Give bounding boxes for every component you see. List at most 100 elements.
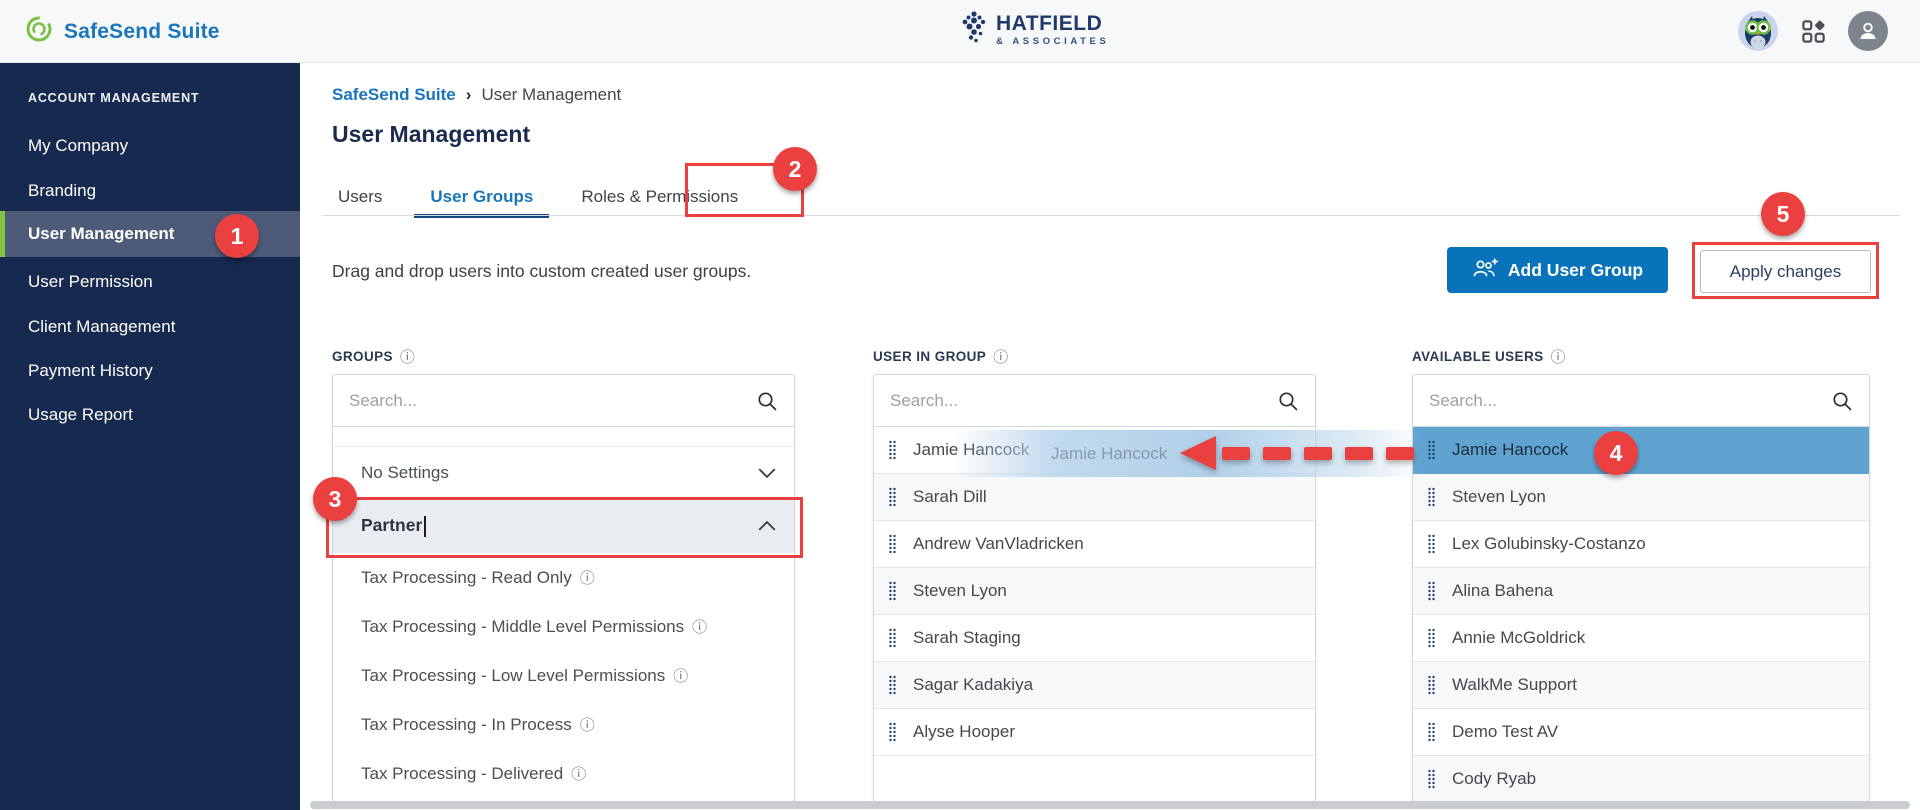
drag-handle-icon[interactable] bbox=[1427, 628, 1436, 648]
tab-roles-permissions[interactable]: Roles & Permissions bbox=[581, 187, 739, 206]
annotation-badge-1: 1 bbox=[215, 214, 259, 258]
groups-search-input[interactable] bbox=[349, 390, 756, 411]
user-row[interactable]: Lex Golubinsky-Costanzo bbox=[1413, 521, 1869, 568]
user-in-group-list: Jamie Hancock Sarah Dill Andrew VanVladr… bbox=[874, 427, 1315, 756]
sidebar-item-usage-report[interactable]: Usage Report bbox=[28, 405, 133, 424]
chevron-down-icon bbox=[758, 467, 776, 478]
drag-handle-icon[interactable] bbox=[1427, 675, 1436, 695]
drag-handle-icon[interactable] bbox=[888, 440, 897, 460]
tab-users[interactable]: Users bbox=[338, 187, 383, 206]
sidebar-item-branding[interactable]: Branding bbox=[28, 181, 97, 200]
apply-changes-button[interactable]: Apply changes bbox=[1700, 250, 1871, 293]
user-in-group-info-icon[interactable]: ⓘ bbox=[993, 349, 1009, 366]
annotation-arrow bbox=[1180, 435, 1415, 471]
text-cursor bbox=[424, 515, 427, 537]
group-row-clipped[interactable] bbox=[333, 427, 794, 447]
annotation-box-partner-group bbox=[326, 497, 803, 558]
search-icon[interactable] bbox=[1277, 390, 1299, 412]
user-in-group-search-input[interactable] bbox=[890, 390, 1277, 411]
user-row[interactable]: Sarah Staging bbox=[874, 615, 1315, 662]
annotation-badge-5: 5 bbox=[1761, 192, 1805, 236]
groups-search-row bbox=[333, 375, 794, 427]
search-icon[interactable] bbox=[1831, 390, 1853, 412]
tab-user-groups[interactable]: User Groups bbox=[414, 180, 550, 218]
available-users-search-input[interactable] bbox=[1429, 390, 1831, 411]
arrow-head bbox=[1180, 436, 1216, 470]
user-row[interactable]: Annie McGoldrick bbox=[1413, 615, 1869, 662]
breadcrumb-root-link[interactable]: SafeSend Suite bbox=[332, 85, 456, 104]
info-icon[interactable]: ⓘ bbox=[673, 668, 689, 685]
user-row[interactable]: WalkMe Support bbox=[1413, 662, 1869, 709]
drag-handle-icon[interactable] bbox=[1427, 769, 1436, 789]
info-icon[interactable]: ⓘ bbox=[579, 717, 595, 734]
user-row[interactable]: Sagar Kadakiya bbox=[874, 662, 1315, 709]
info-icon[interactable]: ⓘ bbox=[579, 570, 595, 587]
drag-handle-icon[interactable] bbox=[1427, 440, 1436, 460]
add-user-group-button[interactable]: Add User Group bbox=[1447, 247, 1668, 293]
chevron-up-icon bbox=[758, 521, 776, 531]
annotation-badge-4: 4 bbox=[1594, 431, 1638, 475]
subgroup-row[interactable]: Tax Processing - In Process ⓘ bbox=[361, 714, 595, 735]
user-in-group-search-row bbox=[874, 375, 1315, 427]
walkme-owl-icon[interactable] bbox=[1738, 11, 1778, 51]
user-row[interactable]: Alina Bahena bbox=[1413, 568, 1869, 615]
available-users-search-row bbox=[1413, 375, 1869, 427]
user-row[interactable]: Sarah Dill bbox=[874, 474, 1315, 521]
available-users-info-icon[interactable]: ⓘ bbox=[1550, 349, 1566, 366]
drag-handle-icon[interactable] bbox=[888, 675, 897, 695]
subgroup-row[interactable]: Tax Processing - Middle Level Permission… bbox=[361, 616, 708, 637]
sidebar-item-client-management[interactable]: Client Management bbox=[28, 317, 176, 336]
instruction-text: Drag and drop users into custom created … bbox=[332, 261, 752, 281]
drag-handle-icon[interactable] bbox=[888, 581, 897, 601]
drag-handle-icon[interactable] bbox=[1427, 722, 1436, 742]
top-bar: SafeSend Suite HATFIELD & ASSOCIATES bbox=[0, 0, 1920, 63]
org-name: HATFIELD bbox=[996, 11, 1103, 35]
user-row[interactable]: Steven Lyon bbox=[1413, 474, 1869, 521]
arrow-dashes bbox=[1222, 446, 1414, 460]
drag-handle-icon[interactable] bbox=[888, 722, 897, 742]
partner-label: Partner bbox=[361, 515, 423, 536]
group-row-partner[interactable]: Partner bbox=[333, 499, 794, 553]
drag-handle-icon[interactable] bbox=[1427, 534, 1436, 554]
annotation-box-apply-changes bbox=[1692, 242, 1879, 299]
user-row[interactable]: Alyse Hooper bbox=[874, 709, 1315, 756]
sidebar-item-payment-history[interactable]: Payment History bbox=[28, 361, 153, 380]
annotation-badge-3: 3 bbox=[313, 477, 357, 521]
tab-bar: Users User Groups Roles & Permissions bbox=[334, 180, 742, 218]
app-name: SafeSend Suite bbox=[64, 19, 220, 43]
subgroup-row[interactable]: Tax Processing - Low Level Permissions ⓘ bbox=[361, 665, 689, 686]
user-row[interactable]: Cody Ryab bbox=[1413, 756, 1869, 801]
user-row[interactable]: Steven Lyon bbox=[874, 568, 1315, 615]
available-users-header: AVAILABLE USERS ⓘ bbox=[1412, 346, 1566, 367]
info-icon[interactable]: ⓘ bbox=[692, 619, 708, 636]
safesend-suite-logo[interactable]: SafeSend Suite bbox=[24, 14, 220, 49]
drag-handle-icon[interactable] bbox=[1427, 487, 1436, 507]
hatfield-dots-icon bbox=[960, 10, 988, 49]
hatfield-logo: HATFIELD & ASSOCIATES bbox=[960, 10, 1109, 49]
groups-panel: No Settings Partner Tax Processing - Rea… bbox=[332, 374, 795, 802]
user-avatar[interactable] bbox=[1848, 11, 1888, 51]
sidebar: ACCOUNT MANAGEMENT My Company Branding U… bbox=[0, 63, 300, 810]
drag-handle-icon[interactable] bbox=[888, 487, 897, 507]
group-row-no-settings[interactable]: No Settings bbox=[333, 447, 794, 499]
subgroup-row[interactable]: Tax Processing - Delivered ⓘ bbox=[361, 763, 587, 784]
groups-info-icon[interactable]: ⓘ bbox=[399, 349, 416, 366]
apply-changes-label: Apply changes bbox=[1729, 261, 1842, 281]
sidebar-item-user-permission[interactable]: User Permission bbox=[28, 272, 153, 291]
subgroup-row[interactable]: Tax Processing - Read Only ⓘ bbox=[361, 567, 595, 588]
sidebar-item-my-company[interactable]: My Company bbox=[28, 136, 129, 155]
drag-handle-icon[interactable] bbox=[888, 534, 897, 554]
apps-grid-icon[interactable] bbox=[1798, 16, 1828, 46]
drag-handle-icon[interactable] bbox=[888, 628, 897, 648]
horizontal-scrollbar[interactable] bbox=[310, 801, 1910, 809]
annotation-box-user-groups-tab bbox=[685, 163, 804, 217]
drag-handle-icon[interactable] bbox=[1427, 581, 1436, 601]
user-row-selected[interactable]: Jamie Hancock bbox=[1413, 427, 1869, 474]
info-icon[interactable]: ⓘ bbox=[571, 766, 587, 783]
search-icon[interactable] bbox=[756, 390, 778, 412]
user-row[interactable]: Andrew VanVladricken bbox=[874, 521, 1315, 568]
main-content: SafeSend Suite › User Management User Ma… bbox=[300, 63, 1920, 810]
page-title: User Management bbox=[332, 121, 531, 147]
user-row[interactable]: Demo Test AV bbox=[1413, 709, 1869, 756]
tabs-divider bbox=[322, 215, 1900, 216]
